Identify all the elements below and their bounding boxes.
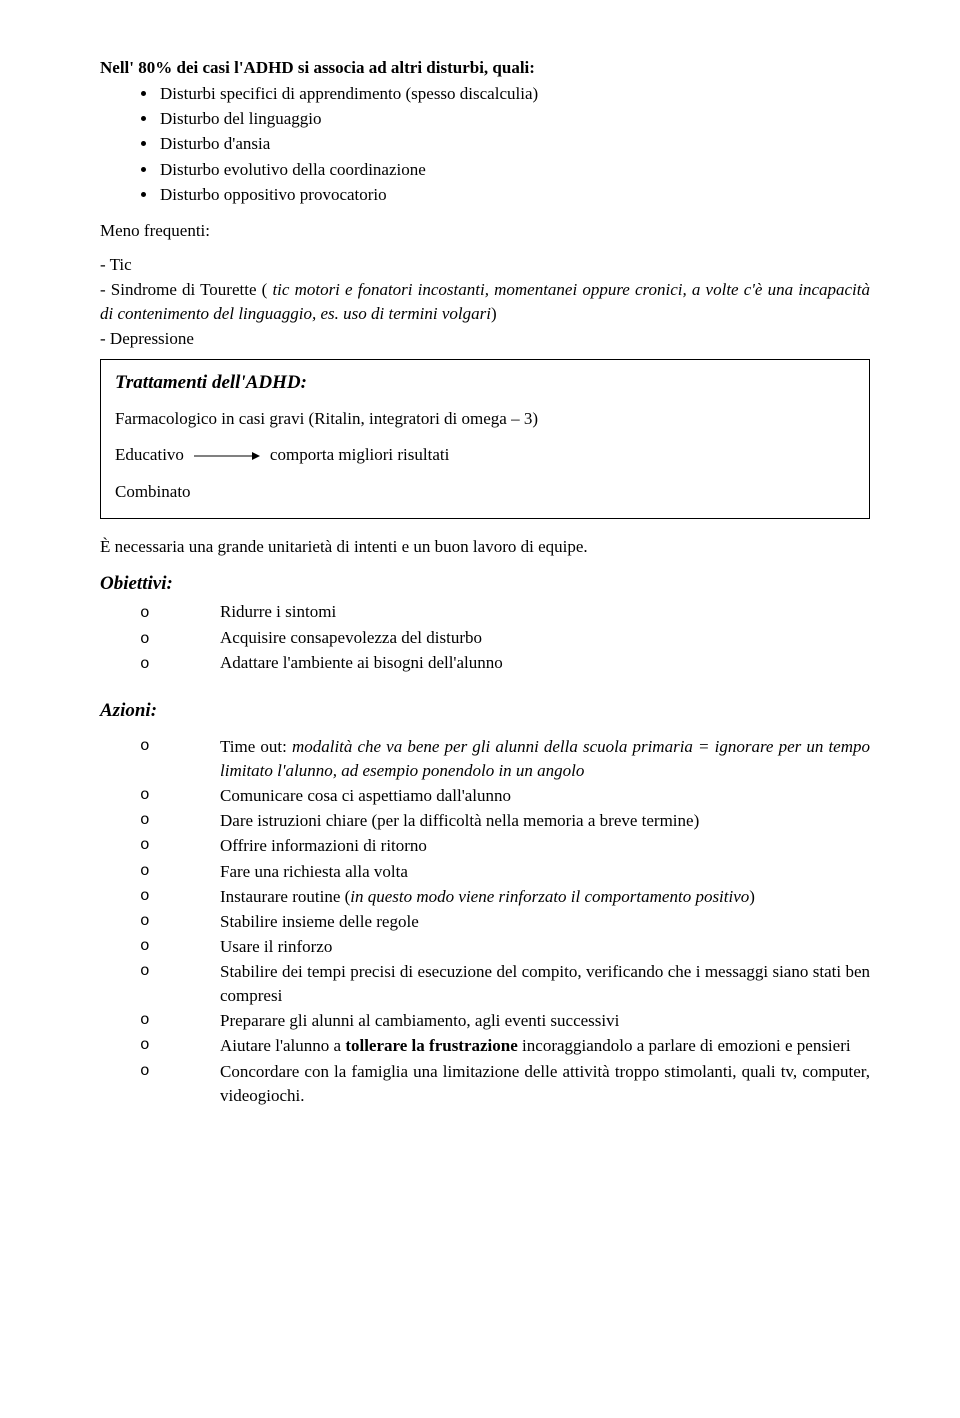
actions-list: o Time out: modalità che va bene per gli… (100, 735, 870, 1108)
bullet-marker: o (100, 935, 220, 959)
list-item: o Comunicare cosa ci aspettiamo dall'alu… (100, 784, 870, 808)
action-text: Time out: modalità che va bene per gli a… (220, 735, 870, 783)
list-item: Disturbo d'ansia (158, 132, 870, 156)
list-item: Ridurre i sintomi (140, 600, 870, 625)
list-item: o Stabilire dei tempi precisi di esecuzi… (100, 960, 870, 1008)
tourette-suffix: ) (491, 304, 497, 323)
actions-title: Azioni: (100, 698, 870, 725)
bullet-marker: o (100, 834, 220, 858)
list-item: - Sindrome di Tourette ( tic motori e fo… (100, 278, 870, 326)
comorbidity-list: Disturbi specifici di apprendimento (spe… (100, 82, 870, 207)
action-italic: modalità che va bene per gli alunni dell… (220, 737, 870, 780)
less-frequent-label: Meno frequenti: (100, 219, 870, 243)
action-italic: in questo modo viene rinforzato il compo… (350, 887, 749, 906)
list-item: Acquisire consapevolezza del disturbo (140, 626, 870, 651)
action-text: Usare il rinforzo (220, 935, 870, 959)
action-prefix: Aiutare l'alunno a (220, 1036, 345, 1055)
list-item: Disturbi specifici di apprendimento (spe… (158, 82, 870, 106)
list-item: o Offrire informazioni di ritorno (100, 834, 870, 858)
action-prefix: Instaurare routine ( (220, 887, 350, 906)
list-item: Disturbo evolutivo della coordinazione (158, 158, 870, 182)
bullet-marker: o (100, 860, 220, 884)
action-suffix: ) (749, 887, 755, 906)
bullet-marker: o (100, 1034, 220, 1058)
bullet-marker: o (100, 1060, 220, 1108)
bullet-marker: o (100, 784, 220, 808)
bullet-marker: o (100, 885, 220, 909)
less-frequent-list: - Tic - Sindrome di Tourette ( tic motor… (100, 253, 870, 352)
tourette-prefix: - Sindrome di Tourette ( (100, 280, 272, 299)
action-bold: tollerare la frustrazione (345, 1036, 517, 1055)
action-text: Comunicare cosa ci aspettiamo dall'alunn… (220, 784, 870, 808)
list-item: o Usare il rinforzo (100, 935, 870, 959)
arrow-icon (194, 449, 260, 463)
bullet-marker: o (100, 1009, 220, 1033)
bullet-marker: o (100, 735, 220, 783)
necessity-paragraph: È necessaria una grande unitarietà di in… (100, 535, 870, 559)
action-text: Instaurare routine (in questo modo viene… (220, 885, 870, 909)
objectives-title: Obiettivi: (100, 571, 870, 598)
action-text: Fare una richiesta alla volta (220, 860, 870, 884)
action-text: Aiutare l'alunno a tollerare la frustraz… (220, 1034, 870, 1058)
list-item: o Instaurare routine (in questo modo vie… (100, 885, 870, 909)
obj-text: Acquisire consapevolezza del disturbo (220, 628, 482, 647)
treatment-pharma: Farmacologico in casi gravi (Ritalin, in… (115, 407, 855, 431)
action-text: Stabilire insieme delle regole (220, 910, 870, 934)
bullet-marker: o (100, 809, 220, 833)
action-text: Dare istruzioni chiare (per la difficolt… (220, 809, 870, 833)
action-text: Concordare con la famiglia una limitazio… (220, 1060, 870, 1108)
action-text: Preparare gli alunni al cambiamento, agl… (220, 1009, 870, 1033)
heading-comorbidities: Nell' 80% dei casi l'ADHD si associa ad … (100, 56, 870, 80)
list-item: - Tic (100, 253, 870, 277)
list-item: o Concordare con la famiglia una limitaz… (100, 1060, 870, 1108)
list-item: Adattare l'ambiente ai bisogni dell'alun… (140, 651, 870, 676)
treatment-educative-result: comporta migliori risultati (270, 443, 449, 467)
action-text: Offrire informazioni di ritorno (220, 834, 870, 858)
action-prefix: Time out: (220, 737, 292, 756)
list-item: o Stabilire insieme delle regole (100, 910, 870, 934)
treatment-educative-label: Educativo (115, 443, 184, 467)
treatments-box: Trattamenti dell'ADHD: Farmacologico in … (100, 359, 870, 518)
bullet-marker: o (100, 910, 220, 934)
list-item: - Depressione (100, 327, 870, 351)
list-item: o Dare istruzioni chiare (per la diffico… (100, 809, 870, 833)
treatment-combined-label: Combinato (115, 480, 855, 504)
list-item: o Preparare gli alunni al cambiamento, a… (100, 1009, 870, 1033)
action-suffix: incoraggiandolo a parlare di emozioni e … (518, 1036, 851, 1055)
treatment-educative-row: Educativo comporta migliori risultati (115, 443, 855, 467)
obj-text: Ridurre i sintomi (220, 602, 336, 621)
action-text: Stabilire dei tempi precisi di esecuzion… (220, 960, 870, 1008)
list-item: Disturbo del linguaggio (158, 107, 870, 131)
list-item: o Time out: modalità che va bene per gli… (100, 735, 870, 783)
list-item: o Fare una richiesta alla volta (100, 860, 870, 884)
obj-text: Adattare l'ambiente ai bisogni dell'alun… (220, 653, 503, 672)
objectives-section: Obiettivi: Ridurre i sintomi Acquisire c… (100, 571, 870, 676)
list-item: o Aiutare l'alunno a tollerare la frustr… (100, 1034, 870, 1058)
bullet-marker: o (100, 960, 220, 1008)
treatments-title: Trattamenti dell'ADHD: (115, 370, 855, 397)
list-item: Disturbo oppositivo provocatorio (158, 183, 870, 207)
